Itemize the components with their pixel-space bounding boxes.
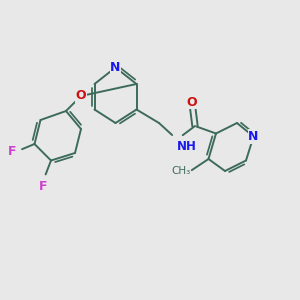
Text: O: O: [187, 95, 197, 109]
Text: N: N: [110, 61, 121, 74]
Text: F: F: [8, 145, 16, 158]
Text: CH₃: CH₃: [171, 166, 190, 176]
Text: F: F: [39, 180, 48, 193]
Text: NH: NH: [177, 140, 197, 152]
Text: N: N: [248, 130, 259, 143]
Text: O: O: [76, 89, 86, 103]
